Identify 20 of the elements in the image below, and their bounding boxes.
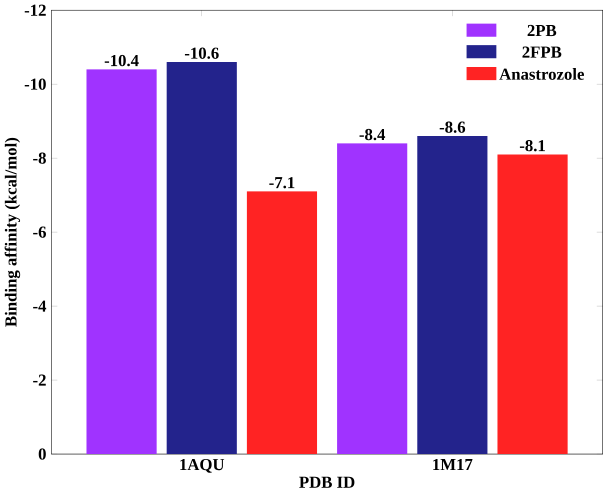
- data-label: -7.1: [269, 176, 294, 188]
- y-tick-label: -2: [33, 374, 46, 386]
- x-axis-title: PDB ID: [299, 476, 354, 488]
- data-label: -8.1: [520, 140, 545, 152]
- y-tick-label: -4: [33, 300, 46, 312]
- y-tick-label: 0: [38, 448, 46, 460]
- x-tick-label: 1M17: [433, 458, 472, 470]
- legend-label: 2FPB: [522, 46, 562, 58]
- y-tick-label: -8: [33, 152, 46, 164]
- data-label: -8.6: [440, 121, 466, 133]
- data-label: -8.4: [360, 128, 386, 140]
- legend-label: Anastrozole: [499, 68, 584, 80]
- y-tick-label: -12: [24, 4, 46, 16]
- x-tick-label: 1AQU: [180, 458, 224, 473]
- data-label: -10.6: [184, 47, 219, 59]
- y-axis-title: Binding affinity (kcal/mol): [4, 138, 20, 327]
- y-tick-label: -10: [24, 78, 46, 90]
- data-label: -10.4: [104, 54, 139, 66]
- y-tick-label: -6: [33, 226, 46, 238]
- legend-label: 2PB: [528, 24, 556, 36]
